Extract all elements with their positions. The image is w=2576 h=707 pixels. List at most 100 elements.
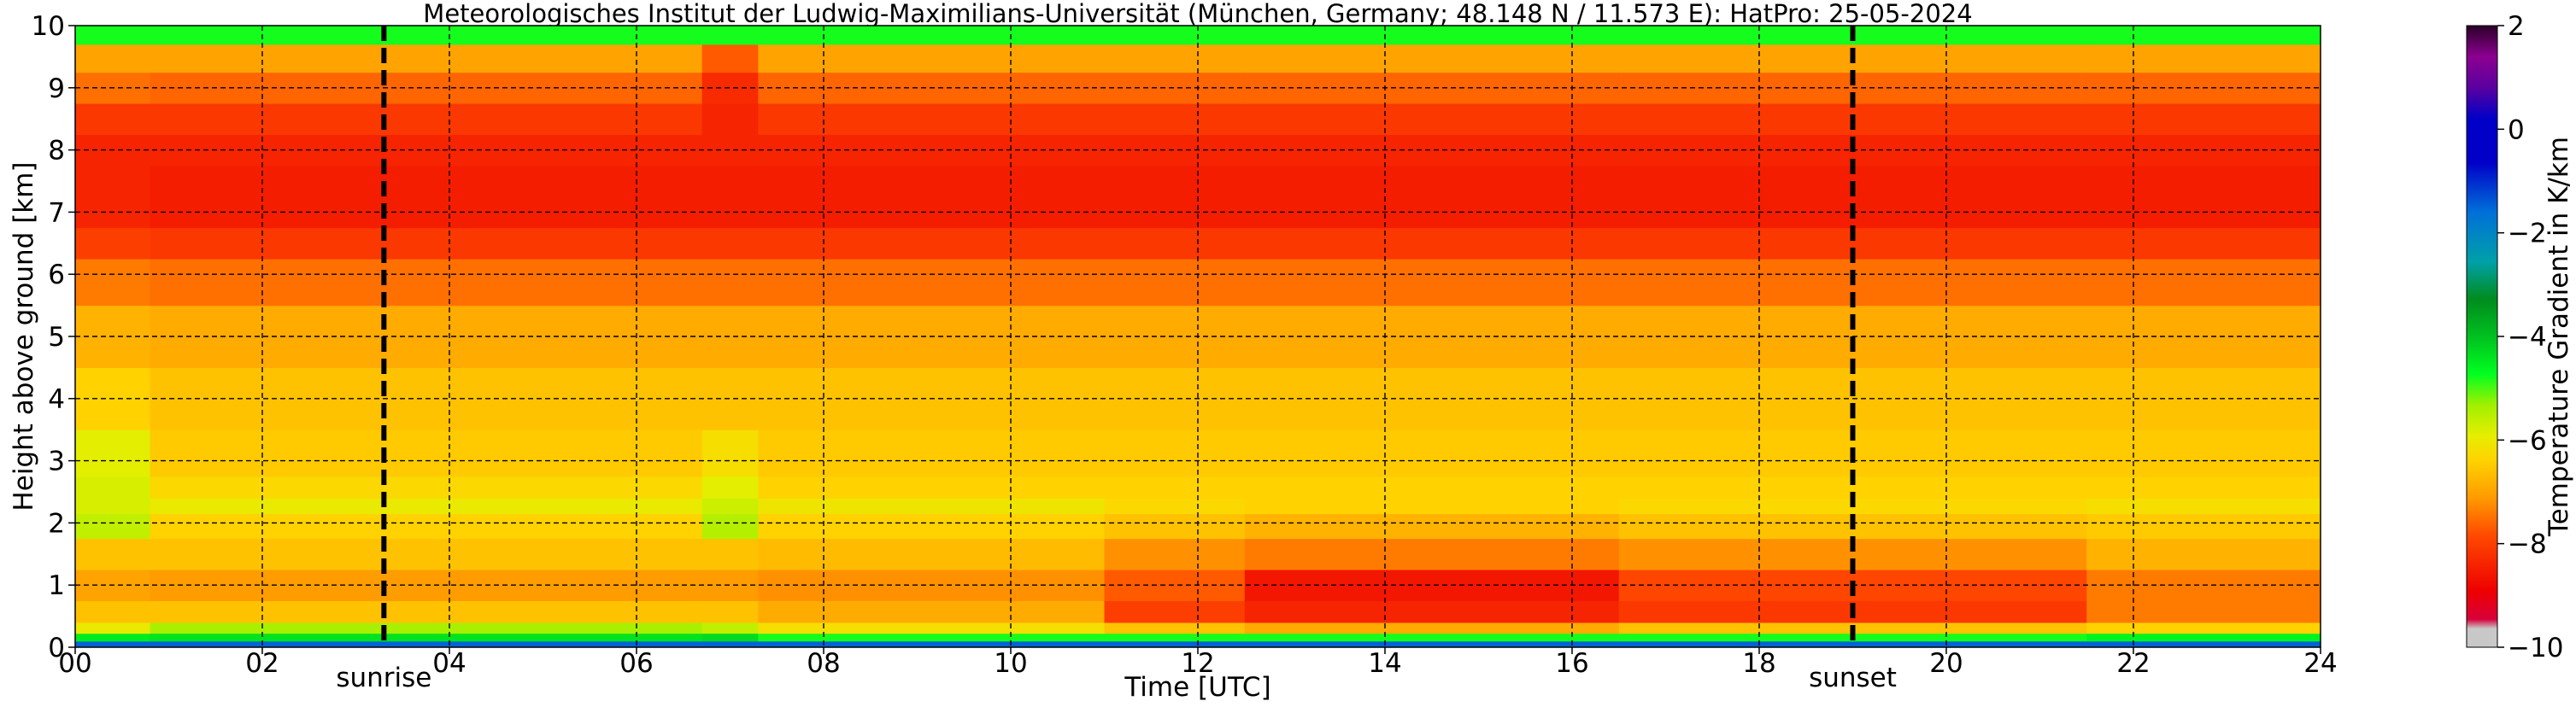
x-tick-label: 06 xyxy=(619,648,653,679)
heatmap-cell xyxy=(75,633,151,642)
x-tick-label: 18 xyxy=(1742,648,1775,679)
heatmap-cell xyxy=(150,640,703,647)
heatmap-cell xyxy=(150,633,703,642)
heatmap-cell xyxy=(701,498,759,515)
heatmap-cell xyxy=(701,227,759,260)
colorbar-tick-label: −6 xyxy=(2508,425,2547,456)
heatmap-cell xyxy=(758,622,1106,634)
heatmap-cell xyxy=(758,227,1106,260)
heatmap-cell xyxy=(701,538,759,570)
y-tick-label: 10 xyxy=(32,11,65,42)
heatmap-cell xyxy=(758,633,1106,642)
y-tick-label: 8 xyxy=(48,136,65,167)
heatmap-cell xyxy=(75,103,151,135)
heatmap-cell xyxy=(758,429,1106,477)
heatmap-cell xyxy=(758,640,1106,647)
heatmap-cell xyxy=(758,476,1106,499)
colorbar-tick-label: 2 xyxy=(2508,11,2525,42)
heatmap-cell xyxy=(150,476,703,499)
y-tick-label: 0 xyxy=(48,633,65,663)
heatmap-cell xyxy=(2086,44,2321,73)
heatmap-cell xyxy=(75,498,151,515)
heatmap-cell xyxy=(1244,513,1620,540)
heatmap-cell xyxy=(2086,227,2321,260)
x-tick-label: 04 xyxy=(432,648,466,679)
heatmap-cell xyxy=(758,259,1106,307)
heatmap-cell xyxy=(150,259,703,307)
heatmap-cell xyxy=(1244,259,1620,307)
y-tick-label: 1 xyxy=(48,570,65,601)
heatmap-cell xyxy=(75,513,151,540)
sunset-label: sunset xyxy=(1809,663,1897,693)
heatmap-cell xyxy=(75,640,151,647)
heatmap-cell xyxy=(150,26,703,45)
heatmap-cell xyxy=(701,513,759,540)
heatmap-cell xyxy=(1244,600,1620,623)
heatmap-cell xyxy=(1244,622,1620,634)
heatmap-cell xyxy=(2086,103,2321,135)
sunrise-label: sunrise xyxy=(336,663,431,693)
y-axis-label: Height above ground [km] xyxy=(9,161,39,511)
heatmap-cell xyxy=(1104,429,1246,477)
heatmap-cell xyxy=(701,103,759,135)
heatmap-cell xyxy=(2086,165,2321,197)
heatmap-cell xyxy=(758,26,1106,45)
x-tick-label: 14 xyxy=(1368,648,1401,679)
heatmap-cell xyxy=(758,165,1106,197)
heatmap-cell xyxy=(2086,259,2321,307)
heatmap-cell xyxy=(150,513,703,540)
heatmap-cell xyxy=(701,600,759,623)
heatmap-cell xyxy=(758,600,1106,623)
x-tick-label: 20 xyxy=(1929,648,1963,679)
heatmap-cell xyxy=(1104,600,1246,623)
heatmap-cell xyxy=(75,227,151,260)
heatmap-cell xyxy=(1104,498,1246,515)
heatmap-cell xyxy=(1244,640,1620,647)
colorbar-tick-label: 0 xyxy=(2508,114,2525,145)
grid-lines xyxy=(75,26,2321,647)
heatmap-cell xyxy=(2086,633,2321,642)
heatmap-cell xyxy=(150,44,703,73)
heatmap-cell xyxy=(150,538,703,570)
heatmap-cell xyxy=(1104,103,1246,135)
heatmap-cell xyxy=(75,26,151,45)
x-tick-label: 00 xyxy=(58,648,91,679)
heatmap-cell xyxy=(1104,476,1246,499)
heatmap-cell xyxy=(2086,600,2321,623)
colorbar-tick-label: −4 xyxy=(2508,322,2547,353)
heatmap-cell xyxy=(701,259,759,307)
colorbar xyxy=(2466,25,2498,648)
heatmap-cell xyxy=(1618,640,2087,647)
heatmap-cell xyxy=(75,476,151,499)
heatmap-cell xyxy=(2086,26,2321,45)
x-ticks: 00 02 04 06 08 10 12 14 16 18 20 22 24 xyxy=(58,647,2338,679)
heatmap-cell xyxy=(75,622,151,634)
heatmap-cell xyxy=(150,103,703,135)
y-tick-label: 4 xyxy=(48,384,65,415)
heatmap-cell xyxy=(1244,103,1620,135)
heatmap-cell xyxy=(2086,498,2321,515)
heatmap-cell xyxy=(150,165,703,197)
heatmap-cell xyxy=(758,538,1106,570)
heatmap-cell xyxy=(1244,26,1620,45)
heatmap-cell xyxy=(1104,513,1246,540)
heatmap-cell xyxy=(1104,26,1246,45)
heatmap-cell xyxy=(2086,429,2321,477)
heatmap-cell xyxy=(150,622,703,634)
heatmap-cell xyxy=(2086,538,2321,570)
heatmap-cell xyxy=(701,429,759,477)
heatmap-cell xyxy=(75,538,151,570)
x-tick-label: 10 xyxy=(994,648,1027,679)
x-tick-label: 12 xyxy=(1181,648,1214,679)
heatmap-cell xyxy=(2086,476,2321,499)
heatmap-cell xyxy=(701,640,759,647)
x-axis-label: Time [UTC] xyxy=(1124,672,1270,703)
heatmap-cell xyxy=(1104,640,1246,647)
heatmap-cell xyxy=(758,513,1106,540)
heatmap-cell xyxy=(150,227,703,260)
heatmap-cell xyxy=(2086,513,2321,540)
heatmap-cell xyxy=(701,633,759,642)
heatmap-cell xyxy=(758,498,1106,515)
x-tick-label: 22 xyxy=(2116,648,2150,679)
heatmap-cell xyxy=(1104,538,1246,570)
